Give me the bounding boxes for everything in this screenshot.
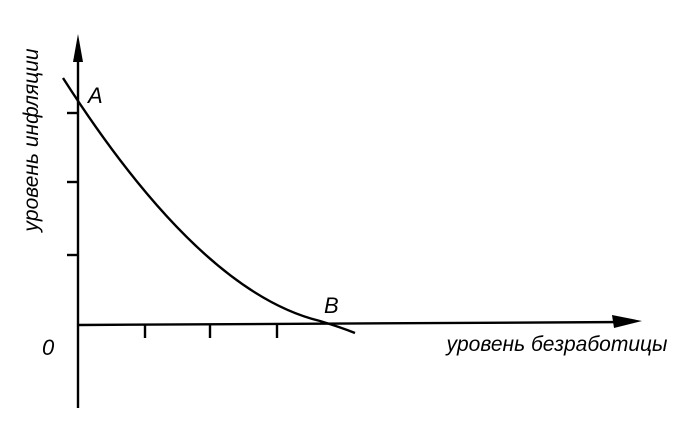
point-label: B <box>324 293 339 318</box>
x-axis-arrow <box>612 315 642 328</box>
origin-label: 0 <box>42 335 55 360</box>
y-axis-label: уровень инфляции <box>20 48 43 234</box>
phillips-curve <box>61 77 356 335</box>
point-label: A <box>86 83 103 108</box>
x-axis-label: уровень безработицы <box>445 333 669 356</box>
x-axis <box>77 320 629 327</box>
y-axis-arrow <box>73 34 83 62</box>
